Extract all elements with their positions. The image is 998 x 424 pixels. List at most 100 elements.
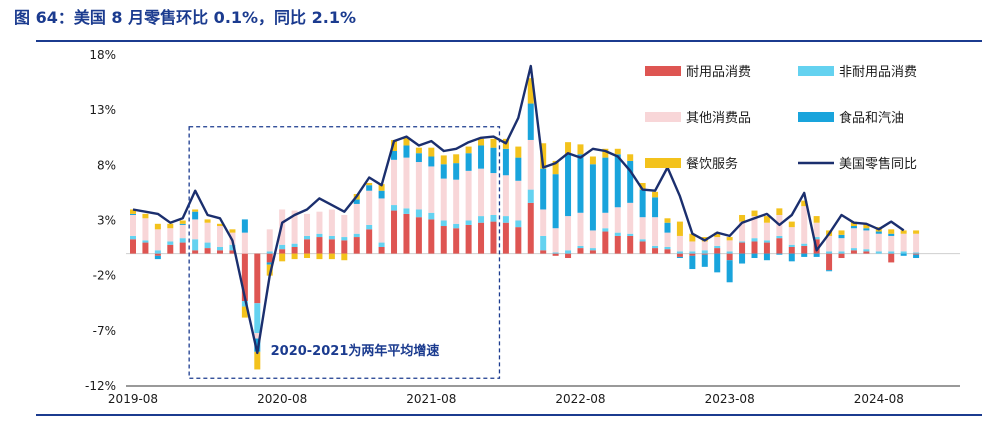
bar-segment-durable xyxy=(701,253,708,255)
bar-segment-other xyxy=(353,203,360,234)
bar-segment-nondurable xyxy=(577,245,584,249)
bar-segment-nondurable xyxy=(515,220,522,228)
bar-segment-durable xyxy=(490,221,497,254)
bar-segment-nondurable xyxy=(391,205,398,211)
bar-segment-nondurable xyxy=(440,220,447,227)
bar-segment-nondurable xyxy=(776,235,783,239)
bar-segment-dining xyxy=(589,156,596,165)
bar-segment-nondurable xyxy=(652,245,659,249)
bar-segment-nondurable xyxy=(801,243,808,246)
bar-segment-other xyxy=(391,159,398,206)
yoy-line xyxy=(132,64,905,355)
bar-segment-other xyxy=(751,216,758,239)
bar-segment-nondurable xyxy=(676,251,683,254)
bar-segment-other xyxy=(266,229,273,252)
bar-segment-food_gas xyxy=(192,211,199,220)
bar-segment-dining xyxy=(726,237,733,241)
bar-segment-nondurable xyxy=(788,244,795,247)
bar-segment-other xyxy=(254,333,261,339)
x-tick-label: 2019-08 xyxy=(108,392,158,406)
bar-segment-nondurable xyxy=(689,251,696,254)
bar-segment-other xyxy=(739,221,746,242)
bar-segment-other xyxy=(627,202,634,234)
bar-segment-other xyxy=(217,226,224,247)
bar-segment-durable xyxy=(552,253,559,256)
bar-segment-dining xyxy=(627,154,634,161)
bar-segment-durable xyxy=(204,248,211,254)
y-tick-label: 18% xyxy=(89,48,116,62)
bar-segment-durable xyxy=(254,253,261,304)
bar-segment-dining xyxy=(241,306,248,318)
legend-swatch-durable xyxy=(645,66,681,76)
bar-segment-food_gas xyxy=(776,253,783,255)
bar-segment-nondurable xyxy=(565,250,572,254)
bar-segment-food_gas xyxy=(913,254,920,259)
bar-segment-food_gas xyxy=(565,154,572,217)
bar-segment-other xyxy=(714,237,721,246)
bar-segment-food_gas xyxy=(726,260,733,283)
bar-segment-durable xyxy=(328,239,335,254)
bar-segment-durable xyxy=(515,227,522,254)
bar-segment-other xyxy=(689,241,696,252)
bar-segment-food_gas xyxy=(614,154,621,208)
bar-segment-nondurable xyxy=(304,235,311,240)
bar-segment-other xyxy=(527,139,534,190)
bar-segment-food_gas xyxy=(863,228,870,231)
bar-segment-nondurable xyxy=(875,251,882,254)
bar-segment-food_gas xyxy=(639,189,646,218)
legend-swatch-food_gas xyxy=(798,112,834,122)
bar-segment-durable xyxy=(527,202,534,254)
bar-segment-food_gas xyxy=(179,223,186,225)
x-axis: 2019-08 2020-08 2021-08 2022-08 2023-08 2024-… xyxy=(108,385,960,406)
bar-segment-food_gas xyxy=(502,148,509,176)
bar-segment-food_gas xyxy=(701,254,708,267)
bar-segment-dining xyxy=(192,209,199,212)
bar-segment-other xyxy=(664,232,671,247)
bar-segment-nondurable xyxy=(714,245,721,249)
bar-segment-durable xyxy=(279,249,286,254)
bar-segment-dining xyxy=(863,223,870,229)
bar-segment-durable xyxy=(565,253,572,259)
bars xyxy=(130,78,920,370)
bar-segment-food_gas xyxy=(888,233,895,236)
bar-segment-nondurable xyxy=(664,246,671,250)
bar-segment-dining xyxy=(751,210,758,217)
bar-segment-other xyxy=(130,214,136,236)
y-tick-label: -12% xyxy=(85,379,116,393)
bar-segment-food_gas xyxy=(801,253,808,257)
bar-segment-dining xyxy=(788,221,795,228)
bar-segment-food_gas xyxy=(428,156,435,167)
bar-segment-food_gas xyxy=(826,270,833,272)
bar-segment-durable xyxy=(130,239,136,254)
annotation-box xyxy=(188,126,501,379)
bar-segment-durable xyxy=(241,253,248,302)
bar-segment-durable xyxy=(627,235,634,254)
bar-segment-other xyxy=(826,235,833,252)
bar-segment-nondurable xyxy=(192,239,199,251)
bar-segment-other xyxy=(838,238,845,252)
bar-segment-durable xyxy=(465,224,472,254)
bar-segment-other xyxy=(142,218,149,241)
bar-segment-other xyxy=(490,173,497,215)
bar-segment-food_gas xyxy=(627,160,634,203)
bar-segment-durable xyxy=(826,253,833,271)
bar-segment-durable xyxy=(751,241,758,254)
bar-segment-durable xyxy=(304,239,311,254)
bar-segment-dining xyxy=(179,220,186,224)
bar-segment-nondurable xyxy=(341,237,348,241)
bar-segment-food_gas xyxy=(366,185,373,191)
bar-segment-durable xyxy=(229,250,236,254)
bar-segment-nondurable xyxy=(701,250,708,254)
bar-segment-other xyxy=(440,178,447,221)
bar-segment-other xyxy=(701,241,708,251)
bar-segment-food_gas xyxy=(813,253,820,257)
bar-segment-durable xyxy=(614,235,621,254)
bar-segment-other xyxy=(863,230,870,250)
bar-segment-food_gas xyxy=(453,163,460,180)
bar-segment-dining xyxy=(602,148,609,158)
bar-segment-food_gas xyxy=(850,226,857,229)
bar-segment-nondurable xyxy=(826,251,833,254)
bar-segment-durable xyxy=(415,217,422,254)
bar-segment-durable xyxy=(726,253,733,261)
bar-segment-durable xyxy=(652,248,659,254)
